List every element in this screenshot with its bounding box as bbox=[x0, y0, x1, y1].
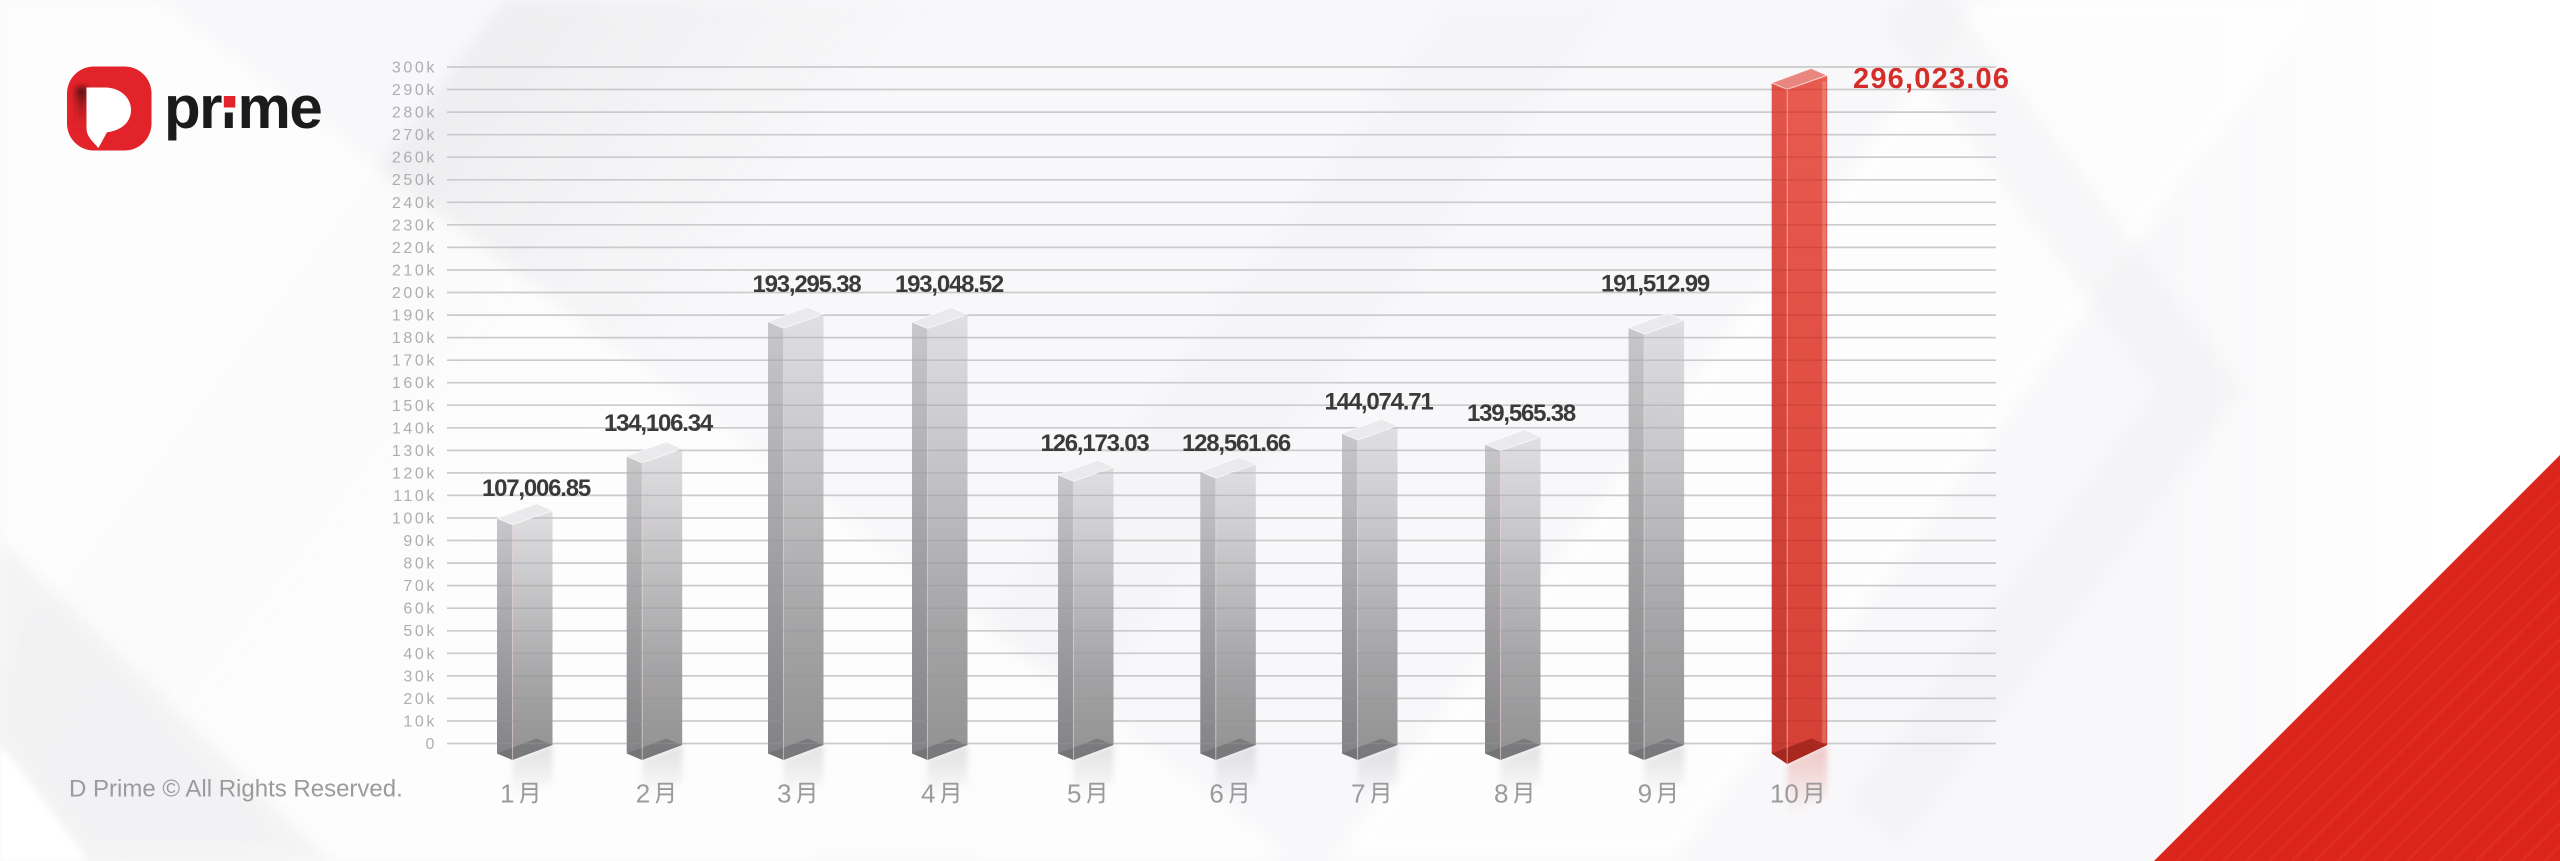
svg-text:1: 1 bbox=[500, 779, 514, 809]
svg-text:139,565.38: 139,565.38 bbox=[1467, 400, 1576, 427]
svg-text:290k: 290k bbox=[392, 82, 437, 99]
svg-text:120k: 120k bbox=[392, 465, 437, 482]
svg-text:7: 7 bbox=[1351, 779, 1365, 809]
svg-text:220k: 220k bbox=[392, 240, 437, 257]
svg-text:193,295.38: 193,295.38 bbox=[752, 271, 861, 298]
svg-text:160k: 160k bbox=[392, 375, 437, 392]
svg-text:193,048.52: 193,048.52 bbox=[895, 271, 1004, 298]
svg-text:8: 8 bbox=[1494, 779, 1508, 809]
svg-text:50k: 50k bbox=[403, 623, 437, 640]
svg-text:180k: 180k bbox=[392, 330, 437, 347]
svg-text:200k: 200k bbox=[392, 285, 437, 302]
svg-text:230k: 230k bbox=[392, 217, 437, 234]
svg-text:130k: 130k bbox=[392, 443, 437, 460]
svg-text:140k: 140k bbox=[392, 420, 437, 437]
svg-text:280k: 280k bbox=[392, 105, 437, 122]
svg-text:me: me bbox=[238, 74, 322, 141]
svg-text:110k: 110k bbox=[393, 488, 437, 505]
svg-text:170k: 170k bbox=[392, 353, 437, 370]
svg-text:107,006.85: 107,006.85 bbox=[482, 475, 591, 502]
svg-text:100k: 100k bbox=[392, 511, 437, 528]
svg-text:5: 5 bbox=[1067, 779, 1081, 809]
svg-text:10k: 10k bbox=[403, 714, 437, 731]
svg-text:40k: 40k bbox=[403, 646, 437, 663]
svg-text:300k: 300k bbox=[392, 60, 437, 77]
svg-text:pr: pr bbox=[164, 74, 222, 141]
svg-text:191,512.99: 191,512.99 bbox=[1601, 271, 1710, 298]
svg-text:6: 6 bbox=[1209, 779, 1223, 809]
svg-text:70k: 70k bbox=[403, 578, 437, 595]
svg-text:210k: 210k bbox=[392, 263, 437, 280]
svg-text:250k: 250k bbox=[392, 172, 437, 189]
svg-text:0: 0 bbox=[426, 736, 438, 753]
svg-text:3: 3 bbox=[777, 779, 791, 809]
svg-text:126,173.03: 126,173.03 bbox=[1040, 430, 1149, 457]
svg-text:D Prime © All Rights Reserved.: D Prime © All Rights Reserved. bbox=[69, 776, 403, 803]
svg-text:134,106.34: 134,106.34 bbox=[604, 410, 714, 437]
svg-text:150k: 150k bbox=[392, 398, 437, 415]
svg-text:270k: 270k bbox=[392, 127, 437, 144]
svg-text:90k: 90k bbox=[403, 533, 437, 550]
svg-text:240k: 240k bbox=[392, 195, 437, 212]
svg-text:30k: 30k bbox=[403, 668, 437, 685]
svg-text:10: 10 bbox=[1770, 779, 1799, 809]
svg-text:128,561.66: 128,561.66 bbox=[1182, 430, 1291, 457]
svg-text:190k: 190k bbox=[392, 308, 437, 325]
svg-text:144,074.71: 144,074.71 bbox=[1324, 389, 1433, 416]
svg-text:296,023.06: 296,023.06 bbox=[1853, 63, 2010, 95]
svg-text:2: 2 bbox=[636, 779, 650, 809]
svg-text:9: 9 bbox=[1638, 779, 1652, 809]
svg-text:80k: 80k bbox=[403, 556, 437, 573]
svg-text:260k: 260k bbox=[392, 150, 437, 167]
svg-text:20k: 20k bbox=[403, 691, 437, 708]
svg-text:60k: 60k bbox=[403, 601, 437, 618]
svg-text:4: 4 bbox=[921, 779, 935, 809]
